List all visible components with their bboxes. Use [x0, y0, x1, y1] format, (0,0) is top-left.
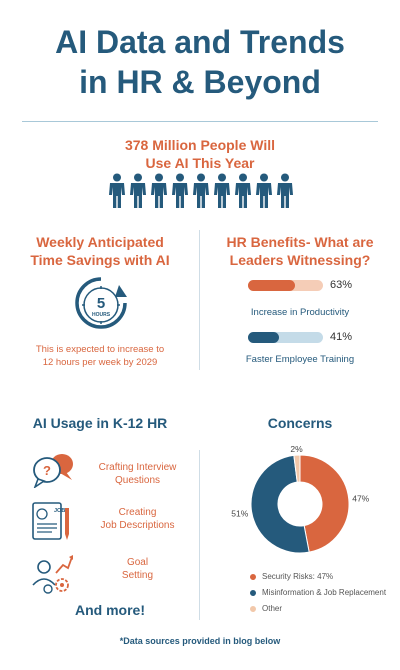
person-icon [277, 173, 293, 208]
usage-item-interview-line-2: Questions [114, 475, 161, 486]
donut-slice-other [293, 454, 301, 483]
donut-slice-security [299, 454, 350, 553]
time-savings-heading-line-2: Time Savings with AI [30, 252, 170, 268]
person-icon [214, 173, 230, 208]
section-divider-bottom [199, 450, 200, 620]
people-headline-line-2: Use AI This Year [145, 155, 255, 171]
productivity-label: Increase in Productivity [250, 307, 350, 318]
goal-gears-icon [32, 555, 73, 594]
training-label: Faster Employee Training [245, 354, 355, 365]
time-savings-heading-line-1: Weekly Anticipated [36, 234, 164, 250]
usage-item-goal-setting-line-1: Goal [126, 557, 149, 568]
productivity-bar [248, 280, 323, 291]
job-document-icon: JOB [32, 502, 69, 540]
productivity-value: 63% [330, 279, 353, 291]
section-divider-top [199, 230, 200, 370]
usage-item-job-descriptions: Creating Job Descriptions [75, 506, 200, 532]
clock-icon: 5 HOURS [75, 277, 127, 329]
title-line-2: in HR & Beyond [79, 64, 321, 100]
person-icon [256, 173, 272, 208]
training-value: 41% [330, 331, 353, 343]
speech-bubbles-icon: ? [33, 454, 73, 488]
legend-other-label: Other [262, 604, 283, 613]
legend-security-label: Security Risks: 47% [262, 572, 334, 581]
people-headline-line-1: 378 Million People Will [124, 137, 275, 153]
people-icons-row [109, 173, 293, 208]
person-icon [235, 173, 251, 208]
donut-label-other: 2% [290, 444, 303, 454]
person-icon [130, 173, 146, 208]
hours-unit: HOURS [92, 312, 111, 318]
legend-other-dot [250, 606, 256, 612]
footer-note: *Data sources provided in blog below [119, 636, 281, 646]
usage-item-goal-setting: Goal Setting [75, 556, 200, 582]
legend-misinformation-label: Misinformation & Job Replacement [262, 588, 387, 597]
benefits-heading-line-2: Leaders Witnessing? [229, 252, 371, 268]
usage-more: And more! [75, 602, 145, 618]
person-icon [151, 173, 167, 208]
legend-misinformation-dot [250, 590, 256, 596]
training-bar [248, 332, 323, 343]
hours-value: 5 [97, 295, 105, 312]
svg-text:JOB: JOB [54, 508, 65, 514]
time-savings-note: This is expected to increase to 12 hours… [0, 343, 200, 369]
title-divider [22, 121, 378, 122]
usage-item-interview: Crafting Interview Questions [75, 461, 200, 487]
usage-item-job-descriptions-line-2: Job Descriptions [100, 520, 175, 531]
donut-label-security: 47% [352, 493, 369, 503]
donut-slice-misinformation [250, 454, 310, 554]
title-line-1: AI Data and Trends [55, 24, 345, 60]
time-savings-note-line-1: This is expected to increase to [35, 344, 165, 355]
productivity-bar-fill [248, 280, 296, 291]
person-icon [109, 173, 125, 208]
page-title: AI Data and Trends in HR & Beyond [0, 22, 400, 102]
usage-item-goal-setting-line-2: Setting [121, 570, 154, 581]
legend-security-dot [250, 574, 256, 580]
person-icon [193, 173, 209, 208]
svg-text:?: ? [43, 463, 51, 478]
benefits-heading: HR Benefits- What are Leaders Witnessing… [200, 233, 400, 269]
usage-heading: AI Usage in K-12 HR [32, 415, 168, 431]
usage-item-job-descriptions-line-1: Creating [118, 507, 157, 518]
benefits-heading-line-1: HR Benefits- What are [226, 234, 374, 250]
time-savings-note-line-2: 12 hours per week by 2029 [42, 357, 158, 368]
usage-item-interview-line-1: Crafting Interview [98, 462, 177, 473]
concerns-heading: Concerns [267, 415, 333, 431]
time-savings-heading: Weekly Anticipated Time Savings with AI [0, 233, 200, 269]
training-bar-fill [248, 332, 279, 343]
donut-label-misinformation: 51% [231, 509, 248, 519]
people-headline: 378 Million People Will Use AI This Year [0, 136, 400, 172]
concerns-donut-chart: 47% 51% 2% [231, 444, 370, 554]
person-icon [172, 173, 188, 208]
